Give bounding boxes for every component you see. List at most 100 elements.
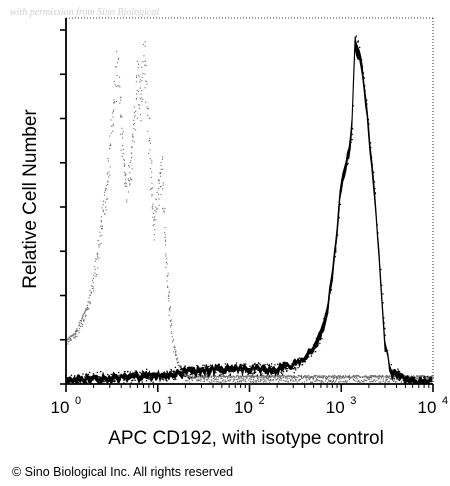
apc-cd192-point <box>302 363 304 366</box>
isotype-point <box>198 376 200 378</box>
isotype-point <box>419 376 421 378</box>
isotype-point <box>175 350 177 352</box>
isotype-point <box>74 331 76 333</box>
isotype-point <box>87 301 89 303</box>
isotype-point <box>239 378 241 380</box>
apc-cd192-point <box>150 372 152 375</box>
apc-cd192-point <box>229 373 231 375</box>
apc-cd192-point <box>110 377 112 379</box>
isotype-point <box>175 351 177 353</box>
apc-cd192-point <box>424 380 426 383</box>
apc-cd192-point <box>82 373 84 375</box>
apc-cd192-point <box>84 379 87 381</box>
isotype-point <box>155 198 157 200</box>
x-tick-label: 10 <box>51 398 70 417</box>
apc-cd192-point <box>197 371 199 373</box>
apc-cd192-point <box>230 371 232 373</box>
apc-cd192-point <box>169 371 171 373</box>
isotype-point <box>220 375 222 377</box>
isotype-point <box>208 381 210 383</box>
isotype-point <box>286 375 288 377</box>
isotype-point <box>105 209 107 211</box>
apc-cd192-point <box>403 379 406 381</box>
isotype-point <box>261 380 263 382</box>
apc-cd192-point <box>80 378 82 380</box>
apc-cd192-point <box>197 370 200 372</box>
isotype-point <box>153 220 155 222</box>
isotype-point <box>336 377 338 379</box>
apc-cd192-point <box>390 369 392 371</box>
apc-cd192-point <box>430 379 432 381</box>
isotype-point <box>87 306 89 308</box>
isotype-point <box>162 156 164 158</box>
isotype-point <box>238 376 240 378</box>
apc-cd192-point <box>110 373 112 376</box>
isotype-point <box>369 381 371 383</box>
isotype-point <box>378 381 380 383</box>
apc-cd192-point <box>127 377 129 379</box>
apc-cd192-point <box>355 35 357 37</box>
x-tick-label: 10 <box>142 398 161 417</box>
isotype-point <box>327 375 329 377</box>
isotype-point <box>389 375 391 377</box>
apc-cd192-point <box>181 373 183 375</box>
apc-cd192-point <box>81 376 83 378</box>
isotype-point <box>269 376 271 378</box>
isotype-point <box>170 326 172 328</box>
isotype-point <box>205 375 207 377</box>
apc-cd192-point <box>394 371 396 374</box>
apc-cd192-point <box>402 374 404 376</box>
isotype-point <box>120 149 122 151</box>
isotype-point <box>277 378 279 380</box>
isotype-point <box>214 375 216 377</box>
isotype-point <box>349 375 351 377</box>
isotype-point <box>155 208 157 210</box>
isotype-point <box>86 308 88 310</box>
isotype-point <box>256 379 258 381</box>
isotype-point <box>377 378 379 380</box>
isotype-point <box>81 317 83 319</box>
isotype-point <box>316 379 318 381</box>
apc-cd192-point <box>92 379 94 381</box>
isotype-point <box>272 375 274 377</box>
isotype-point <box>389 377 391 379</box>
isotype-point <box>134 114 136 116</box>
isotype-point <box>278 379 280 381</box>
isotype-point <box>366 378 368 380</box>
isotype-point <box>234 378 236 380</box>
apc-cd192-point <box>370 142 372 144</box>
apc-cd192-point <box>155 372 157 375</box>
isotype-point <box>175 351 177 353</box>
apc-cd192-point <box>314 343 316 345</box>
isotype-point <box>119 86 121 88</box>
apc-cd192-point <box>84 376 86 378</box>
isotype-point <box>128 166 130 168</box>
apc-cd192-point <box>426 381 428 384</box>
isotype-point <box>230 377 232 379</box>
isotype-point <box>309 377 311 379</box>
x-tick-label: 10 <box>418 398 437 417</box>
isotype-point <box>152 205 154 207</box>
apc-cd192-point <box>184 365 186 367</box>
isotype-point <box>230 376 232 378</box>
isotype-point <box>263 381 265 383</box>
isotype-point <box>174 353 176 355</box>
isotype-point <box>114 101 116 103</box>
isotype-point <box>330 376 332 378</box>
isotype-point <box>121 155 123 157</box>
apc-cd192-point <box>173 371 175 373</box>
isotype-point <box>237 381 239 383</box>
apc-cd192-point <box>270 373 272 375</box>
isotype-point <box>142 73 144 75</box>
isotype-point <box>155 199 157 201</box>
isotype-point <box>152 187 154 189</box>
apc-cd192-point <box>215 371 217 374</box>
apc-cd192-point <box>293 359 295 362</box>
apc-cd192-point <box>156 375 158 377</box>
isotype-point <box>169 310 171 312</box>
isotype-point <box>92 285 94 287</box>
isotype-point <box>362 381 364 383</box>
apc-cd192-point <box>338 209 340 211</box>
isotype-point <box>222 381 224 383</box>
isotype-point <box>347 376 349 378</box>
